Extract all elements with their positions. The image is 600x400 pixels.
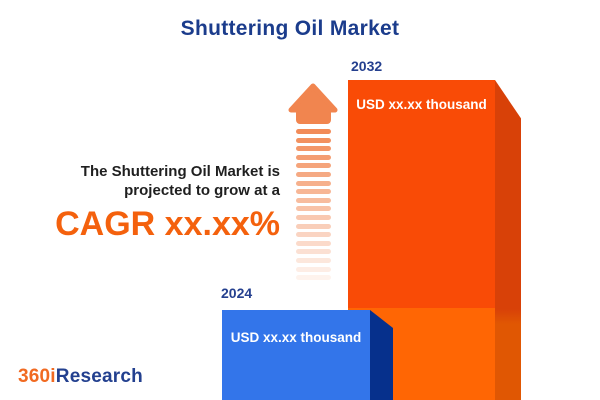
headline-line1: The Shuttering Oil Market is xyxy=(80,163,280,180)
logo-prefix: 360i xyxy=(18,366,56,387)
bar-label-2032: 2032 xyxy=(351,58,383,74)
cagr-text: CAGR xx.xx% xyxy=(55,205,280,243)
bar-2024: USD xx.xx thousand xyxy=(222,310,370,400)
bar-2032-value: USD xx.xx thousand xyxy=(356,97,487,112)
up-arrow-neck xyxy=(295,109,331,124)
headline-block: The Shuttering Oil Market is projected t… xyxy=(55,162,280,243)
page-title: Shuttering Oil Market xyxy=(180,17,400,40)
bar-2024-side-face xyxy=(370,310,393,400)
bar-2024-value: USD xx.xx thousand xyxy=(230,330,362,345)
headline-line2: projected to grow at a xyxy=(124,182,280,199)
bar-2032: USD xx.xx thousand xyxy=(348,80,495,400)
logo-suffix: Research xyxy=(55,366,143,387)
bar-2032-side-face xyxy=(495,80,521,400)
arrow-shaft xyxy=(295,129,331,281)
logo: 360iResearch xyxy=(18,366,143,388)
up-arrow-icon xyxy=(288,83,338,284)
bar-label-2024: 2024 xyxy=(221,285,253,301)
